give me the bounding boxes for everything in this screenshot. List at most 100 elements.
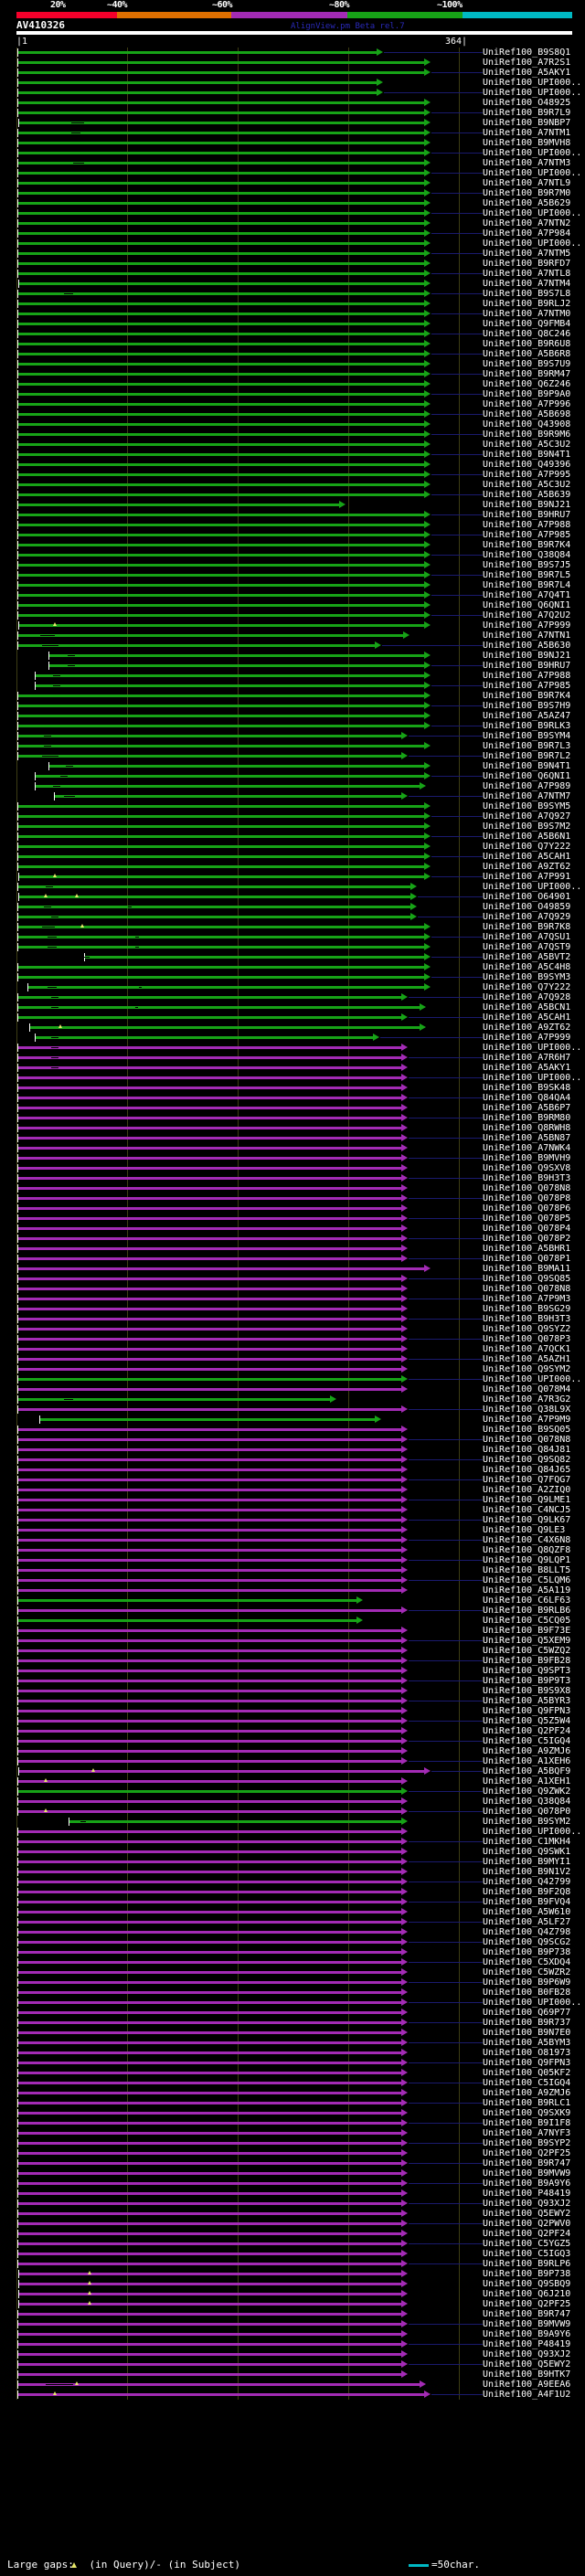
hsp-bar[interactable] <box>18 1147 401 1150</box>
subject-id-label[interactable]: UniRef100_A7NWK4 <box>483 1143 571 1153</box>
table-row[interactable]: UniRef100_A5BVT2 <box>0 952 585 962</box>
hsp-bar[interactable] <box>18 1780 401 1783</box>
subject-id-label[interactable]: UniRef100_Q9LE3 <box>483 1525 566 1535</box>
table-row[interactable]: UniRef100_O81973 <box>0 2048 585 2058</box>
table-row[interactable]: UniRef100_B9FVQ4 <box>0 1897 585 1907</box>
subject-id-label[interactable]: UniRef100_A5W610 <box>483 1907 571 1917</box>
subject-id-label[interactable]: UniRef100_Q6QNI1 <box>483 771 571 781</box>
subject-id-label[interactable]: UniRef100_B9HRU7 <box>483 510 571 520</box>
hsp-bar[interactable] <box>18 1609 401 1612</box>
subject-id-label[interactable]: UniRef100_A7P991 <box>483 872 571 882</box>
hsp-bar[interactable] <box>18 393 424 396</box>
hsp-bar[interactable] <box>18 2092 401 2094</box>
subject-id-label[interactable]: UniRef100_B9MVH9 <box>483 1153 571 1163</box>
table-row[interactable]: UniRef100_Q42799 <box>0 1877 585 1887</box>
hsp-bar[interactable] <box>18 91 377 94</box>
table-row[interactable]: UniRef100_A5B629 <box>0 198 585 208</box>
hsp-bar[interactable] <box>18 1569 401 1572</box>
table-row[interactable]: UniRef100_B9RFD7 <box>0 259 585 269</box>
table-row[interactable]: UniRef100_A7NTM3 <box>0 158 585 168</box>
subject-id-label[interactable]: UniRef100_C6LF63 <box>483 1595 571 1606</box>
subject-id-label[interactable]: UniRef100_Q2PF25 <box>483 2148 571 2158</box>
hsp-bar[interactable] <box>18 1881 401 1883</box>
table-row[interactable]: UniRef100_C5WZQ2 <box>0 1646 585 1656</box>
subject-id-label[interactable]: UniRef100_A7P9M3 <box>483 1294 571 1304</box>
subject-id-label[interactable]: UniRef100_B9P6W9 <box>483 1977 571 1988</box>
hsp-bar[interactable] <box>18 1267 424 1270</box>
subject-id-label[interactable]: UniRef100_Q078P3 <box>483 1334 571 1344</box>
hsp-bar[interactable] <box>18 1348 401 1351</box>
table-row[interactable]: UniRef100_B9NJ21 <box>0 651 585 661</box>
table-row[interactable]: UniRef100_A7Q929 <box>0 912 585 922</box>
table-row[interactable]: UniRef100_UPI000.. <box>0 88 585 98</box>
table-row[interactable]: UniRef100_B9I1F8 <box>0 2118 585 2128</box>
hsp-bar[interactable] <box>18 313 424 315</box>
table-row[interactable]: UniRef100_UPI000.. <box>0 78 585 88</box>
table-row[interactable]: UniRef100_Q078N8 <box>0 1435 585 1445</box>
hsp-bar[interactable] <box>18 101 424 104</box>
table-row[interactable]: UniRef100_UPI000.. <box>0 1043 585 1053</box>
table-row[interactable]: UniRef100_A5B6P7 <box>0 1103 585 1113</box>
hsp-bar[interactable] <box>18 855 424 858</box>
table-row[interactable]: UniRef100_A7P999 <box>0 620 585 631</box>
table-row[interactable]: UniRef100_A1XEH6 <box>0 1756 585 1766</box>
subject-id-label[interactable]: UniRef100_B9RLP6 <box>483 2259 571 2269</box>
hsp-bar[interactable] <box>18 805 424 808</box>
subject-id-label[interactable]: UniRef100_A7P988 <box>483 671 571 681</box>
table-row[interactable]: UniRef100_B9R7K4 <box>0 691 585 701</box>
subject-id-label[interactable]: UniRef100_B9R7L4 <box>483 580 571 590</box>
hsp-bar[interactable] <box>18 222 424 225</box>
subject-id-label[interactable]: UniRef100_B0FB28 <box>483 1988 571 1998</box>
hsp-bar[interactable] <box>18 473 424 476</box>
subject-id-label[interactable]: UniRef100_UPI000.. <box>483 1998 582 2008</box>
table-row[interactable]: UniRef100_A7P984 <box>0 228 585 239</box>
table-row[interactable]: UniRef100_B9MVW9 <box>0 2168 585 2178</box>
table-row[interactable]: UniRef100_A9ZT62 <box>0 1023 585 1033</box>
table-row[interactable]: UniRef100_A5BN87 <box>0 1133 585 1143</box>
table-row[interactable]: UniRef100_A5AKY1 <box>0 1063 585 1073</box>
subject-id-label[interactable]: UniRef100_A5BN87 <box>483 1133 571 1143</box>
hsp-bar[interactable] <box>18 1066 401 1069</box>
subject-id-label[interactable]: UniRef100_B9S9X8 <box>483 1686 571 1696</box>
hsp-bar[interactable] <box>18 2142 401 2145</box>
table-row[interactable]: UniRef100_A7NTN1 <box>0 631 585 641</box>
table-row[interactable]: UniRef100_C5IGQ4 <box>0 2078 585 2088</box>
subject-id-label[interactable]: UniRef100_A7Q929 <box>483 912 571 922</box>
subject-id-label[interactable]: UniRef100_B9H3T3 <box>483 1314 571 1324</box>
hsp-bar[interactable] <box>18 363 424 366</box>
hsp-bar[interactable] <box>18 2373 401 2376</box>
subject-id-label[interactable]: UniRef100_Q9SXK9 <box>483 2108 571 2118</box>
subject-id-label[interactable]: UniRef100_A7Q928 <box>483 992 571 1002</box>
subject-id-label[interactable]: UniRef100_B9R7K4 <box>483 540 571 550</box>
subject-id-label[interactable]: UniRef100_Q69P77 <box>483 2008 571 2018</box>
subject-id-label[interactable]: UniRef100_B9HRU7 <box>483 661 571 671</box>
subject-id-label[interactable]: UniRef100_B9A9Y6 <box>483 2329 571 2339</box>
hsp-bar[interactable] <box>18 544 424 546</box>
subject-id-label[interactable]: UniRef100_C1MKH4 <box>483 1837 571 1847</box>
subject-id-label[interactable]: UniRef100_O64901 <box>483 892 571 902</box>
table-row[interactable]: UniRef100_A5AZH1 <box>0 1354 585 1364</box>
subject-id-label[interactable]: UniRef100_P48419 <box>483 2339 571 2349</box>
table-row[interactable]: UniRef100_A9ZMJ6 <box>0 1746 585 1756</box>
subject-id-label[interactable]: UniRef100_Q6QNI1 <box>483 600 571 610</box>
table-row[interactable]: UniRef100_A7NYF3 <box>0 2128 585 2138</box>
table-row[interactable]: UniRef100_B9RLC1 <box>0 2098 585 2108</box>
hsp-bar[interactable] <box>35 674 424 677</box>
subject-id-label[interactable]: UniRef100_A5B6R8 <box>483 349 571 359</box>
hsp-bar[interactable] <box>18 2242 401 2245</box>
hsp-bar[interactable] <box>18 1629 401 1632</box>
table-row[interactable]: UniRef100_A7P9M3 <box>0 1294 585 1304</box>
subject-id-label[interactable]: UniRef100_A5C4H8 <box>483 962 571 972</box>
hsp-bar[interactable] <box>18 1107 401 1109</box>
subject-id-label[interactable]: UniRef100_B9R6U8 <box>483 339 571 349</box>
table-row[interactable]: UniRef100_Q6QNI1 <box>0 771 585 781</box>
subject-id-label[interactable]: UniRef100_B9SG29 <box>483 1304 571 1314</box>
hsp-bar[interactable] <box>18 1398 330 1401</box>
hsp-bar[interactable] <box>18 433 424 436</box>
hsp-bar[interactable] <box>18 1479 401 1481</box>
subject-id-label[interactable]: UniRef100_B9H3T3 <box>483 1173 571 1183</box>
subject-id-label[interactable]: UniRef100_Q2PF24 <box>483 2229 571 2239</box>
subject-id-label[interactable]: UniRef100_A7P9M9 <box>483 1415 571 1425</box>
table-row[interactable]: UniRef100_Q9SXV8 <box>0 1163 585 1173</box>
hsp-bar[interactable] <box>18 1750 401 1753</box>
